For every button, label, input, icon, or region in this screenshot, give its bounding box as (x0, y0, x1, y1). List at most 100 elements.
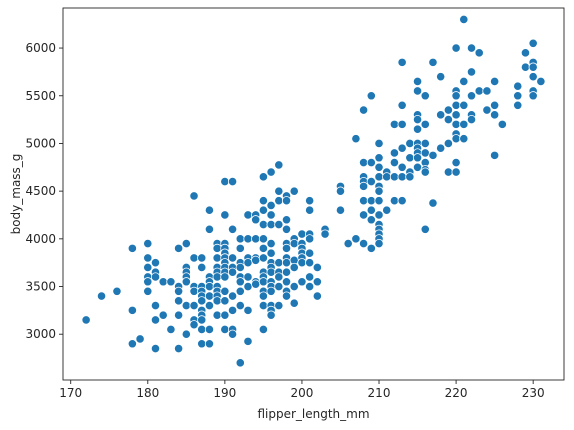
data-point (150, 343, 161, 354)
data-point (490, 100, 500, 110)
data-point (235, 243, 245, 253)
data-point (143, 253, 153, 263)
data-point (459, 76, 469, 87)
data-point (289, 281, 299, 292)
data-point (443, 115, 453, 125)
data-point (513, 100, 523, 110)
data-point (281, 224, 292, 234)
data-point (220, 310, 230, 320)
data-point (258, 253, 268, 263)
data-point (197, 296, 207, 306)
data-point (397, 143, 407, 153)
data-point (397, 196, 407, 206)
data-point (358, 239, 369, 249)
data-point (258, 219, 268, 230)
data-point (428, 198, 438, 208)
data-point (374, 186, 384, 196)
x-tick-label: 190 (213, 386, 236, 400)
data-point (258, 205, 268, 215)
data-point (189, 320, 199, 330)
data-point (443, 105, 453, 115)
data-point (174, 243, 184, 253)
data-point (420, 138, 430, 149)
data-point (204, 339, 215, 349)
data-point (189, 300, 199, 311)
data-point (305, 281, 315, 292)
data-point (150, 315, 161, 325)
data-point (358, 210, 369, 220)
data-point (204, 205, 215, 215)
data-point (174, 286, 184, 296)
data-point (436, 143, 446, 153)
data-point (397, 119, 407, 129)
data-point (204, 324, 215, 335)
data-point (389, 172, 400, 182)
data-point (204, 300, 215, 311)
data-point (351, 134, 361, 144)
data-point (227, 253, 238, 263)
data-point (266, 310, 276, 320)
data-point (305, 205, 315, 215)
data-point (258, 300, 268, 311)
data-point (251, 279, 261, 289)
data-point (112, 286, 122, 296)
data-point (235, 234, 245, 244)
data-point (166, 324, 176, 335)
data-point (227, 329, 238, 339)
data-point (274, 219, 284, 230)
data-point (197, 253, 207, 263)
data-point (235, 262, 245, 273)
y-tick-label: 6000 (25, 41, 56, 55)
data-point (459, 100, 469, 110)
data-point (374, 172, 384, 182)
data-point (420, 148, 430, 158)
data-point (436, 72, 446, 82)
data-point (420, 167, 430, 177)
data-point (466, 115, 477, 125)
data-point (405, 138, 415, 149)
data-point (150, 272, 161, 282)
data-point (374, 153, 384, 163)
data-point (204, 291, 215, 301)
data-point (197, 324, 207, 335)
data-point (212, 243, 222, 253)
data-point (143, 262, 153, 273)
data-point (497, 119, 507, 129)
data-point (289, 262, 299, 273)
x-tick-label: 210 (368, 386, 391, 400)
data-point (158, 310, 168, 320)
data-point (474, 48, 484, 58)
y-axis-ticks: 3000 3500 4000 4500 5000 5500 6000 (25, 41, 63, 341)
data-point (227, 267, 238, 277)
data-point (382, 172, 392, 182)
data-point (297, 229, 307, 239)
data-point (528, 38, 538, 48)
data-point (374, 210, 384, 220)
data-point (281, 277, 292, 287)
data-point (528, 62, 538, 72)
data-point (204, 224, 215, 234)
data-point (451, 100, 461, 110)
data-point (412, 153, 423, 163)
data-point (297, 258, 307, 268)
data-point (235, 286, 245, 296)
data-point (235, 277, 245, 287)
data-points (81, 14, 546, 368)
data-point (289, 239, 299, 249)
data-point (335, 205, 346, 215)
data-point (490, 150, 500, 160)
data-point (143, 277, 153, 287)
data-point (258, 324, 268, 335)
data-point (466, 91, 477, 101)
data-point (289, 186, 299, 196)
data-point (258, 243, 268, 253)
data-point (366, 196, 376, 206)
data-point (389, 148, 400, 158)
data-point (266, 200, 276, 211)
data-point (397, 100, 407, 110)
data-point (127, 339, 137, 349)
x-tick-label: 180 (136, 386, 159, 400)
data-point (266, 248, 276, 258)
data-point (412, 76, 423, 87)
data-point (212, 253, 222, 263)
